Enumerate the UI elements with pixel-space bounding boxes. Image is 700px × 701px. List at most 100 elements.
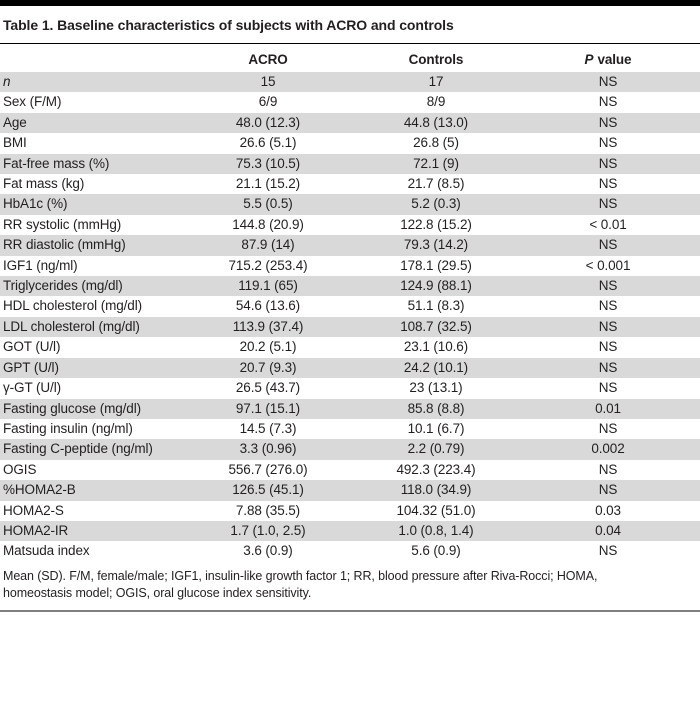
controls-value: 72.1 (9) bbox=[413, 155, 459, 171]
row-label: n bbox=[3, 74, 11, 89]
p-value: 0.002 bbox=[591, 441, 625, 457]
table-row: Fasting insulin (ng/ml) 14.5 (7.3) 10.1 … bbox=[0, 419, 700, 439]
row-label: LDL cholesterol (mg/dl) bbox=[3, 318, 140, 334]
acro-value: 556.7 (276.0) bbox=[228, 461, 308, 477]
controls-value: 17 bbox=[428, 74, 444, 89]
row-label: GOT (U/l) bbox=[3, 339, 61, 355]
p-value: NS bbox=[598, 339, 618, 355]
row-label: HOMA2-IR bbox=[3, 522, 69, 538]
acro-value: 7.88 (35.5) bbox=[235, 502, 301, 518]
acro-value: 119.1 (65) bbox=[238, 278, 298, 294]
p-value: NS bbox=[598, 298, 618, 314]
controls-value: 10.1 (6.7) bbox=[407, 420, 465, 436]
acro-value: 715.2 (253.4) bbox=[228, 257, 308, 273]
column-header-acro: ACRO bbox=[248, 52, 288, 67]
table-title: Table 1. Baseline characteristics of sub… bbox=[0, 6, 700, 44]
table-row: Matsuda index 3.6 (0.9) 5.6 (0.9) NS bbox=[0, 541, 700, 561]
acro-value: 75.3 (10.5) bbox=[235, 155, 301, 171]
p-value: NS bbox=[598, 237, 618, 253]
controls-value: 26.8 (5) bbox=[413, 135, 459, 151]
footnote-line-1: Mean (SD). F/M, female/male; IGF1, insul… bbox=[3, 568, 598, 583]
table-row: γ-GT (U/l) 26.5 (43.7) 23 (13.1) NS bbox=[0, 378, 700, 398]
controls-value: 122.8 (15.2) bbox=[400, 216, 472, 232]
table-row: HDL cholesterol (mg/dl) 54.6 (13.6) 51.1… bbox=[0, 296, 700, 316]
acro-value: 1.7 (1.0, 2.5) bbox=[230, 522, 306, 538]
table-row: Fasting C-peptide (ng/ml) 3.3 (0.96) 2.2… bbox=[0, 439, 700, 460]
p-value: NS bbox=[598, 94, 618, 110]
p-value: NS bbox=[598, 135, 618, 151]
table-row: Sex (F/M) 6/9 8/9 NS bbox=[0, 92, 700, 112]
p-value: 0.03 bbox=[595, 502, 621, 518]
table-row: HbA1c (%) 5.5 (0.5) 5.2 (0.3) NS bbox=[0, 194, 700, 215]
table-row: Age 48.0 (12.3) 44.8 (13.0) NS bbox=[0, 112, 700, 134]
acro-value: 87.9 (14) bbox=[241, 237, 295, 253]
row-label: GPT (U/l) bbox=[3, 359, 59, 375]
p-value: NS bbox=[598, 420, 618, 436]
controls-value: 2.2 (0.79) bbox=[407, 441, 465, 457]
p-value: NS bbox=[598, 543, 618, 559]
p-value: NS bbox=[598, 482, 618, 498]
controls-value: 51.1 (8.3) bbox=[407, 298, 465, 314]
column-header-blank bbox=[0, 44, 180, 72]
top-rule bbox=[0, 0, 700, 6]
row-label: OGIS bbox=[3, 461, 37, 477]
table-row: n 15 17 NS bbox=[0, 72, 700, 93]
p-value: NS bbox=[598, 380, 618, 396]
controls-value: 44.8 (13.0) bbox=[403, 114, 469, 130]
p-value: NS bbox=[598, 176, 618, 192]
p-value: NS bbox=[598, 196, 618, 212]
controls-value: 24.2 (10.1) bbox=[403, 359, 469, 375]
acro-value: 6/9 bbox=[258, 94, 278, 110]
controls-value: 5.6 (0.9) bbox=[411, 543, 461, 559]
acro-value: 126.5 (45.1) bbox=[232, 482, 304, 498]
controls-value: 85.8 (8.8) bbox=[407, 400, 465, 416]
acro-value: 113.9 (37.4) bbox=[232, 318, 304, 334]
footnote-line-2: homeostasis model; OGIS, oral glucose in… bbox=[3, 586, 312, 601]
controls-value: 21.7 (8.5) bbox=[407, 176, 465, 192]
table-body: n 15 17 NS Sex (F/M) 6/9 8/9 NS Age 48.0… bbox=[0, 72, 700, 562]
controls-value: 124.9 (88.1) bbox=[400, 278, 472, 294]
controls-value: 108.7 (32.5) bbox=[400, 318, 472, 334]
table-row: BMI 26.6 (5.1) 26.8 (5) NS bbox=[0, 133, 700, 153]
acro-value: 14.5 (7.3) bbox=[239, 420, 297, 436]
row-label: IGF1 (ng/ml) bbox=[3, 257, 78, 273]
acro-value: 48.0 (12.3) bbox=[235, 114, 301, 130]
table-row: GOT (U/l) 20.2 (5.1) 23.1 (10.6) NS bbox=[0, 337, 700, 357]
table-row: GPT (U/l) 20.7 (9.3) 24.2 (10.1) NS bbox=[0, 357, 700, 379]
table-row: Fat-free mass (%) 75.3 (10.5) 72.1 (9) N… bbox=[0, 153, 700, 175]
row-label: Fasting glucose (mg/dl) bbox=[3, 400, 142, 416]
controls-value: 178.1 (29.5) bbox=[400, 257, 472, 273]
acro-value: 3.6 (0.9) bbox=[243, 543, 293, 559]
table-row: Fat mass (kg) 21.1 (15.2) 21.7 (8.5) NS bbox=[0, 174, 700, 194]
row-label: Fasting C-peptide (ng/ml) bbox=[3, 441, 153, 457]
acro-value: 26.5 (43.7) bbox=[235, 380, 301, 396]
table-row: HOMA2-S 7.88 (35.5) 104.32 (51.0) 0.03 bbox=[0, 501, 700, 521]
controls-value: 1.0 (0.8, 1.4) bbox=[398, 522, 474, 538]
acro-value: 20.7 (9.3) bbox=[239, 359, 297, 375]
table-row: Fasting glucose (mg/dl) 97.1 (15.1) 85.8… bbox=[0, 398, 700, 419]
p-value: < 0.01 bbox=[589, 216, 627, 232]
row-label: Age bbox=[3, 114, 27, 130]
p-value: NS bbox=[598, 461, 618, 477]
acro-value: 54.6 (13.6) bbox=[235, 298, 301, 314]
table-row: RR diastolic (mmHg) 87.9 (14) 79.3 (14.2… bbox=[0, 235, 700, 256]
table-row: %HOMA2-B 126.5 (45.1) 118.0 (34.9) NS bbox=[0, 480, 700, 501]
acro-value: 21.1 (15.2) bbox=[235, 176, 301, 192]
acro-value: 15 bbox=[260, 74, 276, 89]
table-row: LDL cholesterol (mg/dl) 113.9 (37.4) 108… bbox=[0, 316, 700, 338]
table-footnote: Mean (SD). F/M, female/male; IGF1, insul… bbox=[0, 562, 700, 603]
row-label: Sex (F/M) bbox=[3, 94, 62, 110]
p-value: NS bbox=[598, 318, 618, 334]
p-value: NS bbox=[598, 114, 618, 130]
table-row: IGF1 (ng/ml) 715.2 (253.4) 178.1 (29.5) … bbox=[0, 256, 700, 276]
controls-value: 104.32 (51.0) bbox=[396, 502, 476, 518]
table-row: RR systolic (mmHg) 144.8 (20.9) 122.8 (1… bbox=[0, 215, 700, 235]
column-header-controls: Controls bbox=[408, 52, 464, 67]
controls-value: 23 (13.1) bbox=[409, 380, 463, 396]
row-label: BMI bbox=[3, 135, 27, 151]
table-row: HOMA2-IR 1.7 (1.0, 2.5) 1.0 (0.8, 1.4) 0… bbox=[0, 520, 700, 542]
row-label: HOMA2-S bbox=[3, 502, 64, 518]
